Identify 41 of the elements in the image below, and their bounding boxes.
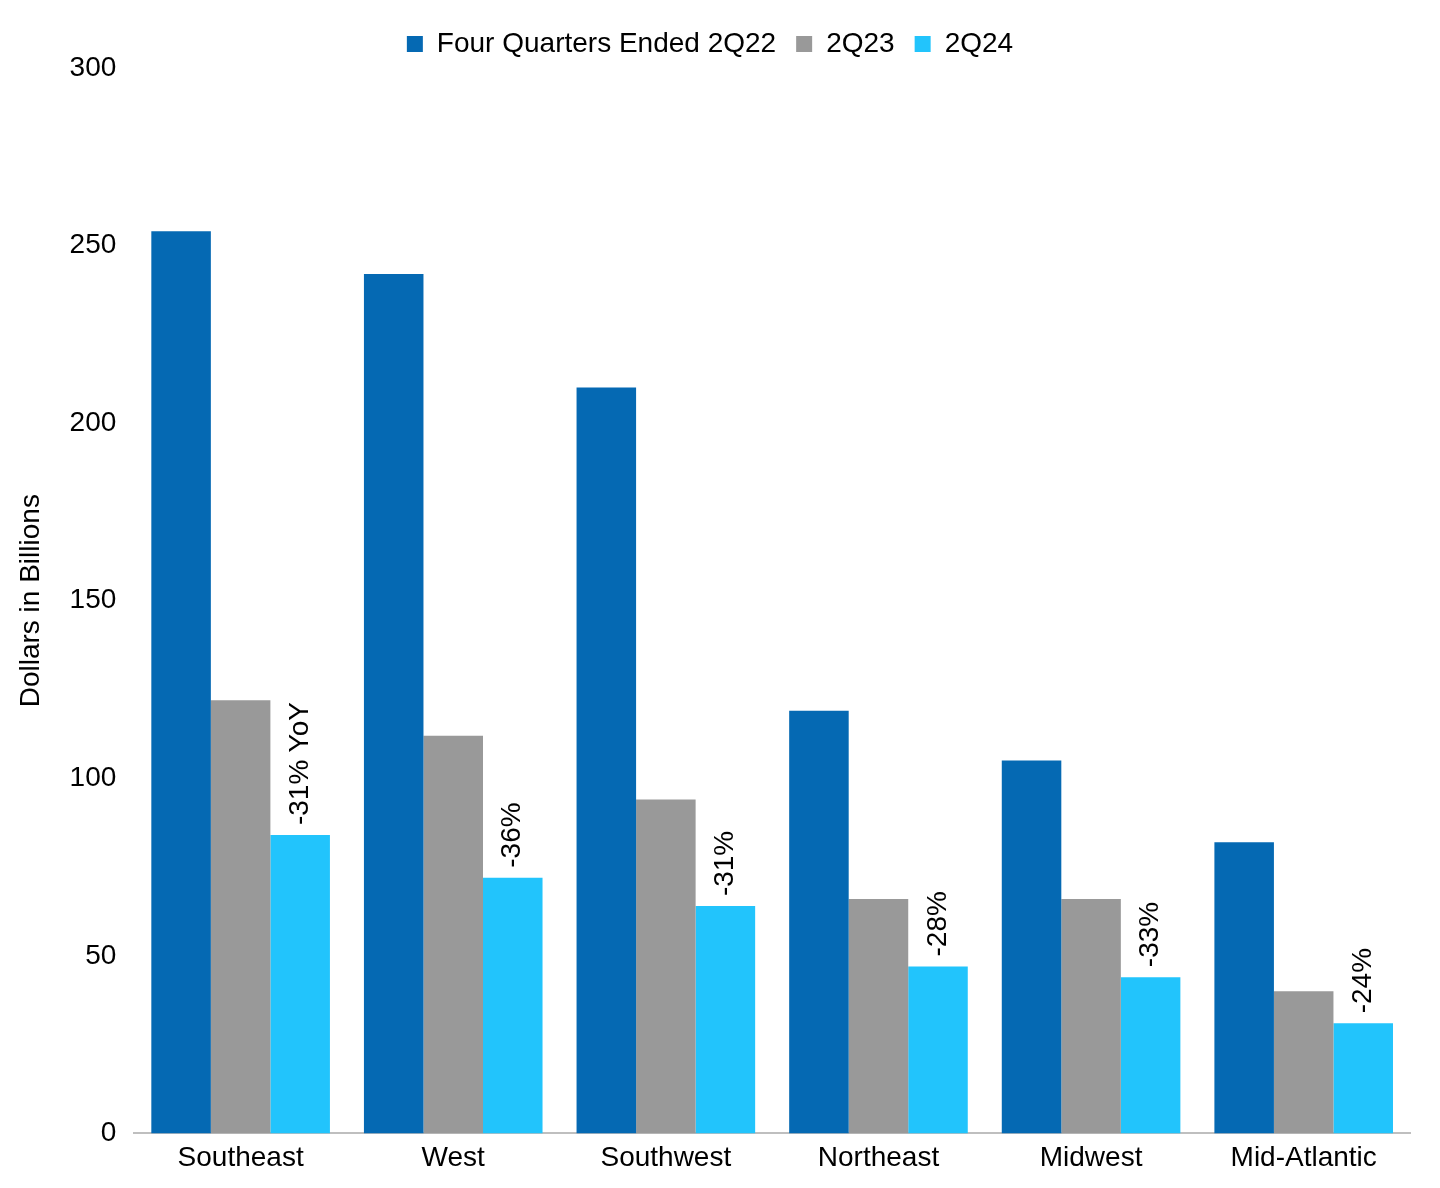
bar — [848, 899, 909, 1134]
legend-label: Four Quarters Ended 2Q22 — [436, 26, 777, 58]
annotation: -31% — [708, 830, 740, 897]
bar — [1214, 842, 1274, 1134]
bar — [151, 231, 211, 1134]
bar — [210, 700, 271, 1134]
bar — [270, 835, 330, 1134]
legend-label: 2Q24 — [944, 26, 1014, 58]
y-axis-title: Dollars in Billions — [13, 494, 45, 708]
y-tick-label: 300 — [69, 50, 117, 82]
y-tick-label: 100 — [69, 760, 117, 792]
bar — [695, 906, 756, 1134]
bar — [363, 273, 424, 1134]
legend-label: 2Q23 — [826, 26, 895, 58]
annotation: -28% — [920, 891, 952, 957]
bar — [576, 387, 637, 1134]
x-tick-label: Midwest — [1039, 1140, 1143, 1172]
annotation: -33% — [1133, 901, 1165, 968]
x-tick-label: Mid-Atlantic — [1230, 1140, 1377, 1172]
annotation: -36% — [495, 802, 527, 868]
x-tick-label: Southeast — [177, 1140, 304, 1172]
annotation: -31% YoY — [282, 701, 314, 826]
bar — [1120, 977, 1181, 1134]
y-tick-label: 150 — [69, 583, 117, 615]
bar — [1001, 760, 1062, 1134]
bar — [908, 966, 968, 1134]
bar — [423, 735, 483, 1134]
y-tick-label: 0 — [100, 1116, 117, 1148]
bar — [789, 710, 849, 1134]
bar — [1333, 1023, 1393, 1134]
y-tick-label: 200 — [69, 405, 117, 437]
bar — [483, 877, 543, 1134]
bar — [636, 799, 696, 1134]
annotation: -24% — [1345, 947, 1377, 1014]
x-tick-label: Northeast — [817, 1140, 940, 1172]
y-tick-label: 50 — [85, 938, 117, 970]
bar — [1273, 991, 1334, 1134]
y-tick-label: 250 — [69, 228, 117, 260]
bar — [1061, 899, 1121, 1134]
x-tick-label: Southwest — [600, 1140, 732, 1172]
x-tick-label: West — [421, 1140, 486, 1172]
